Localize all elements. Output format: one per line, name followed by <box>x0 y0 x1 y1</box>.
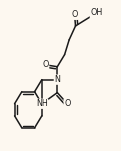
Text: O: O <box>64 99 71 108</box>
Text: NH: NH <box>36 99 48 108</box>
Text: N: N <box>54 75 60 84</box>
Text: OH: OH <box>90 8 103 18</box>
Text: O: O <box>42 60 49 69</box>
Text: O: O <box>71 10 78 19</box>
